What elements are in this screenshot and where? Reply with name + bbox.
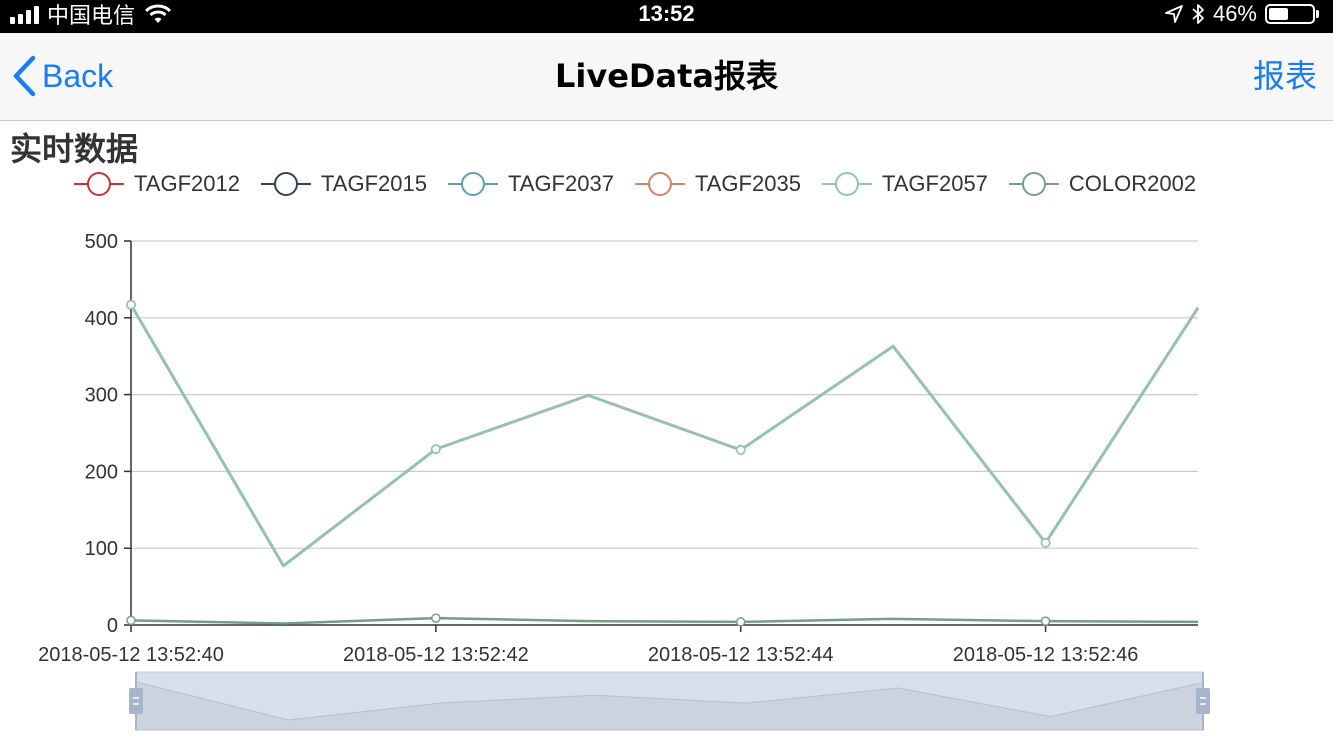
- data-point-tagf2037: [126, 299, 136, 310]
- legend-label: COLOR2002: [1068, 171, 1197, 196]
- data-zoom-handle-right[interactable]: [1196, 672, 1210, 730]
- data-point-tagf2012: [431, 444, 441, 454]
- data-point-tagf2015: [735, 445, 746, 455]
- bluetooth-icon: [1192, 4, 1204, 24]
- y-tick-label: 0: [107, 615, 118, 637]
- location-icon: [1165, 5, 1183, 23]
- legend-label: TAGF2037: [507, 171, 614, 196]
- legend-line-circle-icon: [260, 172, 311, 196]
- chevron-left-icon: [13, 55, 36, 97]
- data-point-tagf2037: [431, 444, 441, 454]
- wifi-icon: [145, 4, 172, 23]
- legend-item-tagf2057[interactable]: TAGF2057: [821, 170, 988, 198]
- data-point-tagf2057: [735, 445, 746, 455]
- data-point-tagf2035: [1040, 538, 1051, 548]
- navigation-bar: Back LiveData报表 报表: [0, 33, 1333, 121]
- x-tick-label: 2018-05-12 13:52:40: [38, 644, 224, 666]
- data-point-tagf2037: [735, 445, 746, 455]
- x-tick-label: 2018-05-12 13:52:44: [648, 644, 834, 666]
- status-time: 13:52: [638, 1, 695, 26]
- legend-line-circle-icon: [447, 172, 498, 196]
- data-zoom-preview: [135, 681, 1204, 731]
- page-title: LiveData报表: [555, 57, 778, 95]
- back-button-label: Back: [42, 57, 114, 94]
- data-zoom-handle-left[interactable]: [129, 672, 143, 730]
- data-point-tagf2037: [1040, 538, 1051, 548]
- section-title: 实时数据: [10, 130, 139, 168]
- legend-item-tagf2035[interactable]: TAGF2035: [634, 170, 801, 198]
- legend-item-tagf2012[interactable]: TAGF2012: [74, 170, 240, 198]
- back-button[interactable]: Back: [12, 53, 113, 99]
- legend-line-circle-icon: [1008, 172, 1059, 196]
- battery-level-fill: [1269, 8, 1289, 20]
- legend-label: TAGF2012: [134, 171, 240, 196]
- x-tick-label: 2018-05-12 13:52:46: [953, 644, 1139, 666]
- series-line-tagf2057: [129, 304, 1200, 568]
- legend-line-circle-icon: [634, 172, 685, 196]
- series-line-tagf2015: [129, 304, 1200, 568]
- data-point-tagf2057: [431, 444, 441, 454]
- series-line-tagf2012: [129, 304, 1200, 568]
- y-tick-label: 300: [85, 385, 118, 407]
- y-tick-label: 200: [85, 461, 118, 483]
- series-line-color2002: [130, 616, 1199, 625]
- report-button[interactable]: 报表: [1252, 57, 1317, 95]
- data-point-color2002: [126, 615, 136, 626]
- legend-item-tagf2037[interactable]: TAGF2037: [447, 170, 614, 198]
- data-point-color2002: [1040, 616, 1051, 626]
- signal-icon: [10, 4, 39, 24]
- data-point-tagf2035: [735, 445, 746, 455]
- carrier-label: 中国电信: [47, 3, 136, 28]
- series-line-tagf2035: [129, 304, 1200, 568]
- data-point-tagf2035: [431, 444, 441, 454]
- y-tick-label: 500: [85, 231, 118, 253]
- legend-line-circle-icon: [821, 172, 872, 196]
- data-point-tagf2035: [126, 299, 136, 310]
- battery-icon: [1265, 4, 1319, 24]
- data-point-color2002: [735, 617, 746, 627]
- data-point-tagf2057: [126, 299, 136, 310]
- series-line-tagf2037: [129, 304, 1200, 568]
- legend-item-tagf2015[interactable]: TAGF2015: [260, 170, 427, 198]
- y-tick-label: 400: [85, 308, 118, 330]
- data-point-tagf2057: [1040, 538, 1051, 548]
- chart-legend: TAGF2012 TAGF2015 TAGF2037 TAGF2035 TAGF2057…: [74, 170, 1217, 198]
- legend-line-circle-icon: [74, 172, 124, 196]
- status-bar: 中国电信 13:52 46%: [0, 0, 1333, 33]
- legend-item-color2002[interactable]: COLOR2002: [1008, 170, 1197, 198]
- legend-label: TAGF2057: [881, 171, 988, 196]
- battery-percent: 46%: [1212, 1, 1257, 26]
- data-point-tagf2015: [1040, 538, 1051, 548]
- data-point-tagf2012: [126, 299, 136, 310]
- data-point-tagf2012: [735, 445, 746, 455]
- data-point-tagf2015: [431, 444, 441, 454]
- y-tick-label: 100: [85, 538, 118, 560]
- data-zoom-window: [136, 672, 1203, 730]
- data-point-tagf2015: [126, 299, 136, 310]
- data-point-color2002: [431, 613, 441, 623]
- x-tick-label: 2018-05-12 13:52:42: [343, 644, 529, 666]
- legend-label: TAGF2035: [694, 171, 801, 196]
- data-point-tagf2012: [1040, 538, 1051, 548]
- legend-label: TAGF2015: [320, 171, 427, 196]
